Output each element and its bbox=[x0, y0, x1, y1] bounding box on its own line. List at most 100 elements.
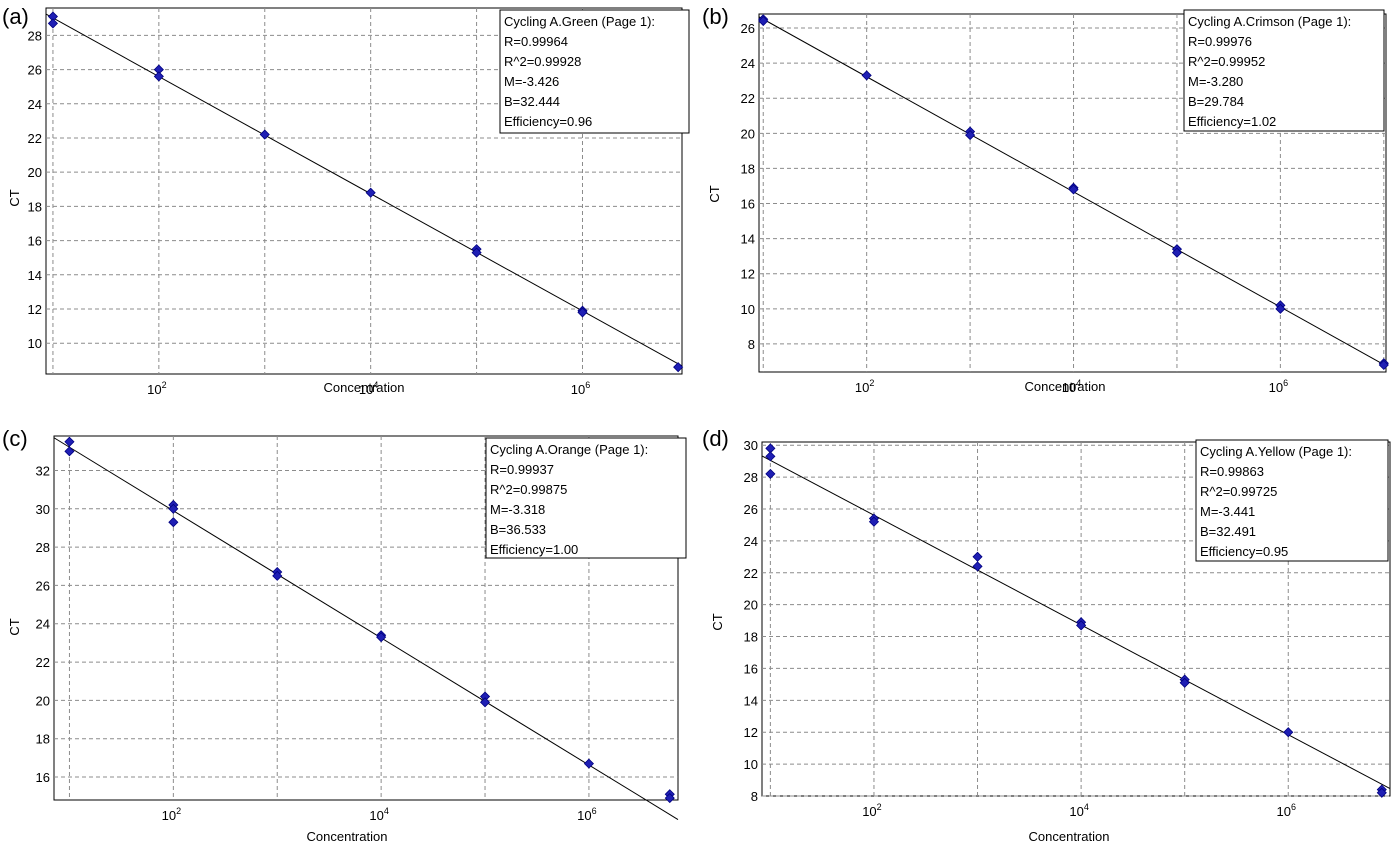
data-point bbox=[1283, 727, 1294, 738]
legend-line: B=32.491 bbox=[1200, 524, 1256, 539]
y-tick-label: 22 bbox=[744, 566, 758, 581]
x-tick-label: 104 bbox=[369, 806, 388, 823]
data-point bbox=[479, 697, 491, 708]
y-tick-label: 22 bbox=[741, 91, 755, 106]
legend-line: R=0.99964 bbox=[504, 34, 568, 49]
x-tick-label: 106 bbox=[1269, 378, 1288, 395]
legend-line: M=-3.280 bbox=[1188, 74, 1243, 89]
chart-d-svg: (d) 8 10 12 14 16 18 20 22 24 26 28 30 102 104 106 Cycl… bbox=[702, 426, 1391, 844]
y-axis-label: CT bbox=[707, 185, 722, 202]
y-tick-label: 20 bbox=[744, 598, 758, 613]
y-tick-label: 8 bbox=[751, 789, 758, 804]
x-tick-label: 104 bbox=[359, 380, 378, 397]
y-tick-label: 20 bbox=[741, 126, 755, 141]
data-point bbox=[153, 71, 164, 82]
fit-line bbox=[45, 13, 683, 367]
y-tick-label: 16 bbox=[28, 234, 42, 249]
chart-panel-b: (b) 8 10 12 14 16 18 20 22 24 26 102 104 106 Cycling … bbox=[700, 0, 1397, 424]
data-point bbox=[965, 130, 976, 141]
y-tick-label: 14 bbox=[28, 268, 42, 283]
data-point bbox=[673, 362, 684, 373]
x-tick-label: 106 bbox=[571, 380, 590, 397]
y-tick-label: 24 bbox=[36, 617, 50, 632]
y-tick-label: 30 bbox=[36, 502, 50, 517]
data-point bbox=[1068, 184, 1079, 195]
legend-line: Cycling A.Orange (Page 1): bbox=[490, 442, 648, 457]
data-point bbox=[471, 247, 482, 258]
y-tick-label: 10 bbox=[744, 757, 758, 772]
x-tick-label: 106 bbox=[577, 806, 596, 823]
legend-box bbox=[1195, 439, 1389, 562]
data-point bbox=[758, 15, 769, 27]
y-tick-label: 18 bbox=[741, 161, 755, 176]
data-point bbox=[861, 70, 872, 81]
data-point bbox=[64, 446, 75, 457]
chart-panel-a: (a) 10 12 14 16 18 20 22 24 26 28 102 104 106 Cycling… bbox=[0, 0, 700, 424]
chart-panel-d: (d) 8 10 12 14 16 18 20 22 24 26 28 30 102 104 106 Cycl… bbox=[700, 424, 1397, 848]
legend-line: Efficiency=1.02 bbox=[1188, 114, 1276, 129]
panel-label: (b) bbox=[702, 4, 729, 29]
y-tick-label: 28 bbox=[744, 470, 758, 485]
data-point bbox=[1179, 677, 1190, 688]
y-tick-label: 22 bbox=[36, 655, 50, 670]
data-point bbox=[1076, 620, 1087, 631]
x-axis-label: Concentration bbox=[324, 380, 405, 395]
x-tick-label: 102 bbox=[162, 806, 181, 823]
data-point bbox=[1275, 303, 1286, 314]
data-point bbox=[868, 516, 880, 527]
y-tick-label: 18 bbox=[28, 199, 42, 214]
panel-label: (d) bbox=[702, 426, 729, 451]
y-tick-label: 16 bbox=[744, 661, 758, 676]
data-point bbox=[168, 517, 179, 528]
legend-box bbox=[485, 437, 687, 559]
legend-line: B=36.533 bbox=[490, 522, 546, 537]
x-axis-label: Concentration bbox=[307, 829, 388, 844]
y-tick-label: 16 bbox=[741, 197, 755, 212]
x-tick-label: 102 bbox=[147, 380, 166, 397]
y-tick-label: 24 bbox=[744, 534, 758, 549]
legend-line: R^2=0.99928 bbox=[504, 54, 581, 69]
y-tick-label: 24 bbox=[28, 97, 42, 112]
y-tick-label: 24 bbox=[741, 56, 755, 71]
legend-line: Efficiency=1.00 bbox=[490, 542, 578, 557]
data-point bbox=[1378, 359, 1389, 371]
y-tick-label: 30 bbox=[744, 438, 758, 453]
fit-line bbox=[53, 437, 679, 820]
y-tick-label: 26 bbox=[744, 502, 758, 517]
legend-line: R=0.99937 bbox=[490, 462, 554, 477]
y-tick-label: 28 bbox=[28, 28, 42, 43]
y-tick-label: 20 bbox=[36, 693, 50, 708]
x-tick-label: 104 bbox=[1062, 378, 1081, 395]
panel-label: (c) bbox=[2, 426, 28, 451]
legend-line: M=-3.426 bbox=[504, 74, 559, 89]
data-point bbox=[64, 436, 75, 447]
panel-label: (a) bbox=[2, 4, 29, 29]
legend-line: R^2=0.99952 bbox=[1188, 54, 1265, 69]
data-point bbox=[365, 187, 376, 198]
data-point bbox=[765, 451, 776, 462]
y-tick-label: 18 bbox=[744, 630, 758, 645]
data-point bbox=[272, 570, 283, 581]
data-point bbox=[259, 129, 270, 140]
data-point bbox=[1376, 787, 1387, 798]
data-point bbox=[765, 468, 776, 479]
legend-line: M=-3.441 bbox=[1200, 504, 1255, 519]
chart-b-svg: (b) 8 10 12 14 16 18 20 22 24 26 102 104 106 Cycling … bbox=[702, 4, 1389, 395]
legend-line: B=32.444 bbox=[504, 94, 560, 109]
legend-line: B=29.784 bbox=[1188, 94, 1244, 109]
legend-line: Cycling A.Green (Page 1): bbox=[504, 14, 655, 29]
y-tick-label: 10 bbox=[28, 336, 42, 351]
y-tick-label: 14 bbox=[741, 232, 755, 247]
x-tick-label: 102 bbox=[855, 378, 874, 395]
data-point bbox=[1171, 247, 1183, 258]
y-axis-label: CT bbox=[710, 613, 725, 630]
y-tick-label: 20 bbox=[28, 165, 42, 180]
y-tick-label: 26 bbox=[36, 578, 50, 593]
y-tick-label: 18 bbox=[36, 732, 50, 747]
data-point bbox=[972, 561, 983, 572]
legend-line: R=0.99863 bbox=[1200, 464, 1264, 479]
legend-line: Efficiency=0.95 bbox=[1200, 544, 1288, 559]
data-point bbox=[583, 758, 594, 769]
data-point bbox=[664, 793, 675, 804]
chart-a-svg: (a) 10 12 14 16 18 20 22 24 26 28 102 104 106 Cycling… bbox=[2, 4, 690, 397]
